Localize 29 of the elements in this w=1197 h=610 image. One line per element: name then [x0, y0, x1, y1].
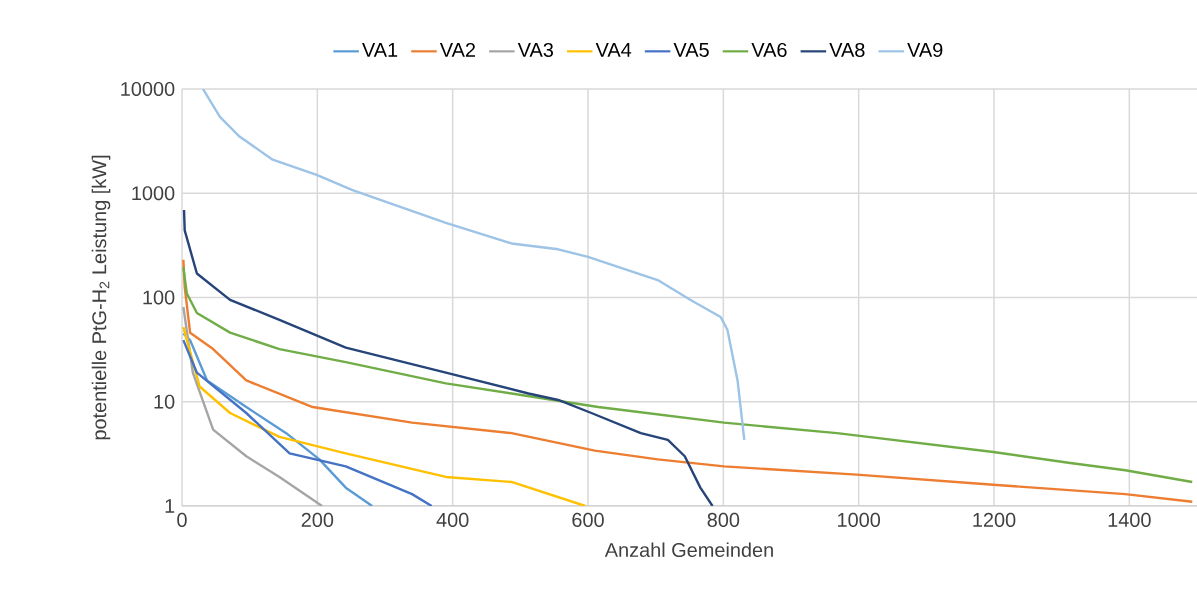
- x-tick-label: 1200: [973, 512, 1016, 527]
- legend-label: VA1: [362, 43, 398, 57]
- x-tick-label: 1000: [838, 512, 881, 527]
- y-tick-label: 1000: [132, 186, 175, 201]
- line-series: [182, 338, 433, 506]
- legend-label: VA6: [751, 42, 787, 57]
- y-axis-title: potentielle PtG-H$_{2}$ Leistung [kW]: [91, 155, 111, 440]
- line-series: [182, 325, 587, 506]
- legend-label: VA5: [673, 43, 709, 57]
- line-series: [182, 305, 324, 506]
- legend-label: VA3: [517, 42, 553, 57]
- x-tick-label: 1400: [1108, 512, 1151, 527]
- legend-label: VA2: [439, 42, 475, 57]
- line-series: [182, 332, 374, 506]
- x-tick-label: 200: [301, 512, 334, 527]
- y-tick-label: 1: [165, 499, 175, 513]
- x-tick-label: 800: [707, 512, 740, 527]
- y-tick-label: 10000: [121, 81, 175, 97]
- y-tick-label: 100: [143, 290, 175, 305]
- x-axis-title: Anzahl Gemeinden: [604, 542, 773, 558]
- y-tick-label: 10: [154, 394, 175, 409]
- x-tick-label: 0: [177, 512, 187, 527]
- x-tick-label: 600: [572, 512, 604, 527]
- line-series: [182, 208, 714, 506]
- legend-label: VA9: [907, 42, 943, 57]
- legend-label: VA4: [595, 43, 632, 57]
- legend-label: VA8: [829, 42, 865, 57]
- x-tick-label: 400: [436, 512, 469, 527]
- line-series: [201, 88, 746, 442]
